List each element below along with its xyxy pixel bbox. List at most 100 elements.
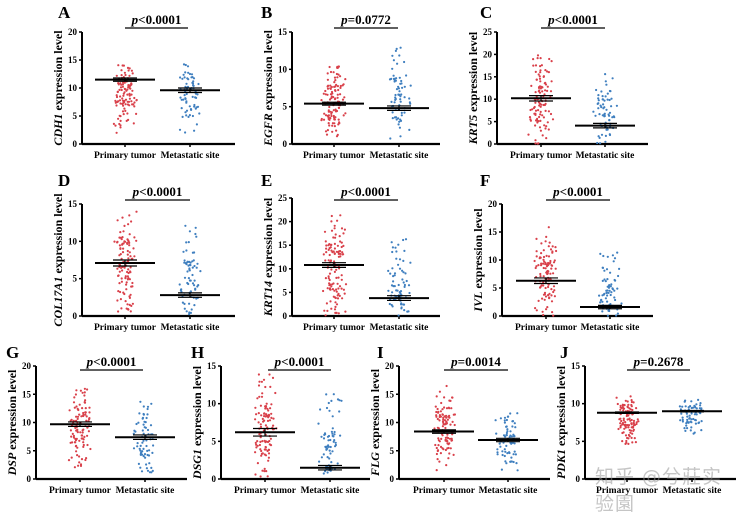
data-point bbox=[84, 407, 87, 410]
y-axis-label: IVL expression level bbox=[471, 208, 485, 313]
data-point bbox=[610, 283, 613, 286]
data-point bbox=[553, 295, 557, 298]
data-point bbox=[340, 399, 343, 402]
data-point bbox=[630, 422, 633, 425]
data-point bbox=[609, 271, 612, 274]
data-point bbox=[551, 264, 554, 267]
data-point bbox=[547, 270, 550, 273]
data-point bbox=[325, 406, 329, 410]
data-point bbox=[322, 472, 325, 475]
data-point bbox=[399, 95, 402, 98]
data-point bbox=[81, 391, 84, 394]
data-point bbox=[539, 71, 542, 74]
data-point bbox=[451, 420, 454, 423]
data-point bbox=[188, 313, 191, 316]
data-point bbox=[263, 415, 266, 418]
data-point bbox=[337, 287, 340, 290]
data-point bbox=[262, 378, 266, 381]
data-point bbox=[393, 101, 396, 104]
data-point bbox=[407, 310, 410, 313]
data-point bbox=[552, 261, 556, 264]
data-point bbox=[402, 303, 405, 306]
data-point bbox=[331, 415, 334, 418]
data-point bbox=[333, 125, 336, 128]
data-point bbox=[603, 278, 606, 281]
data-point bbox=[681, 416, 684, 419]
data-point bbox=[550, 80, 553, 83]
data-point bbox=[183, 261, 186, 264]
data-point bbox=[181, 301, 184, 304]
data-point bbox=[437, 427, 440, 430]
data-point bbox=[394, 49, 397, 53]
data-point bbox=[122, 104, 125, 107]
data-point bbox=[148, 462, 151, 465]
data-point bbox=[618, 418, 621, 421]
data-point bbox=[181, 77, 184, 80]
data-point bbox=[266, 407, 269, 410]
data-point bbox=[187, 241, 190, 244]
data-point bbox=[330, 285, 333, 288]
data-point bbox=[330, 112, 333, 115]
data-point bbox=[126, 270, 129, 274]
data-point bbox=[537, 109, 540, 112]
data-point bbox=[620, 302, 623, 305]
x-category-label: Primary tumor bbox=[49, 486, 112, 496]
data-point bbox=[69, 429, 72, 432]
data-point bbox=[268, 373, 271, 376]
data-point bbox=[542, 275, 545, 278]
data-point bbox=[601, 310, 604, 313]
data-point bbox=[391, 117, 394, 120]
data-point bbox=[513, 450, 516, 453]
data-point bbox=[544, 109, 547, 112]
data-point bbox=[124, 103, 127, 106]
data-point bbox=[605, 128, 608, 131]
data-point bbox=[618, 267, 621, 270]
y-tick-label: 0 bbox=[488, 139, 493, 149]
data-point bbox=[149, 424, 153, 427]
data-point bbox=[130, 304, 133, 307]
data-point bbox=[610, 105, 613, 108]
data-point bbox=[547, 71, 551, 74]
data-point bbox=[505, 462, 508, 465]
data-point bbox=[325, 247, 328, 250]
y-tick-label: 15 bbox=[483, 72, 493, 82]
data-point bbox=[331, 432, 334, 435]
data-point bbox=[547, 285, 550, 289]
data-point bbox=[120, 280, 123, 283]
data-point bbox=[119, 95, 122, 98]
data-point bbox=[496, 448, 499, 451]
data-point bbox=[259, 425, 263, 428]
data-point bbox=[685, 424, 688, 427]
y-tick-label: 5 bbox=[576, 436, 581, 446]
data-point bbox=[544, 267, 547, 270]
data-point bbox=[119, 236, 122, 239]
data-point bbox=[133, 255, 136, 258]
data-point bbox=[136, 442, 139, 445]
data-point bbox=[637, 420, 640, 423]
data-point bbox=[117, 290, 120, 293]
data-point bbox=[116, 299, 119, 302]
data-point bbox=[546, 70, 549, 73]
data-point bbox=[145, 463, 148, 466]
data-point bbox=[260, 414, 263, 417]
data-point bbox=[333, 247, 336, 250]
data-point bbox=[324, 470, 327, 473]
data-point bbox=[142, 432, 145, 435]
data-point bbox=[539, 80, 542, 83]
data-point bbox=[343, 292, 346, 295]
data-point bbox=[391, 267, 394, 270]
data-point bbox=[121, 269, 124, 272]
data-point bbox=[330, 85, 333, 89]
data-point bbox=[130, 93, 133, 96]
data-point bbox=[337, 65, 340, 68]
data-point bbox=[542, 284, 545, 287]
data-point bbox=[534, 64, 538, 67]
data-point bbox=[322, 437, 326, 440]
data-point bbox=[391, 250, 394, 254]
data-point bbox=[505, 433, 508, 437]
data-point bbox=[540, 103, 543, 106]
data-point bbox=[82, 411, 85, 415]
data-point bbox=[402, 271, 405, 274]
data-point bbox=[409, 261, 412, 264]
data-point bbox=[179, 96, 182, 99]
